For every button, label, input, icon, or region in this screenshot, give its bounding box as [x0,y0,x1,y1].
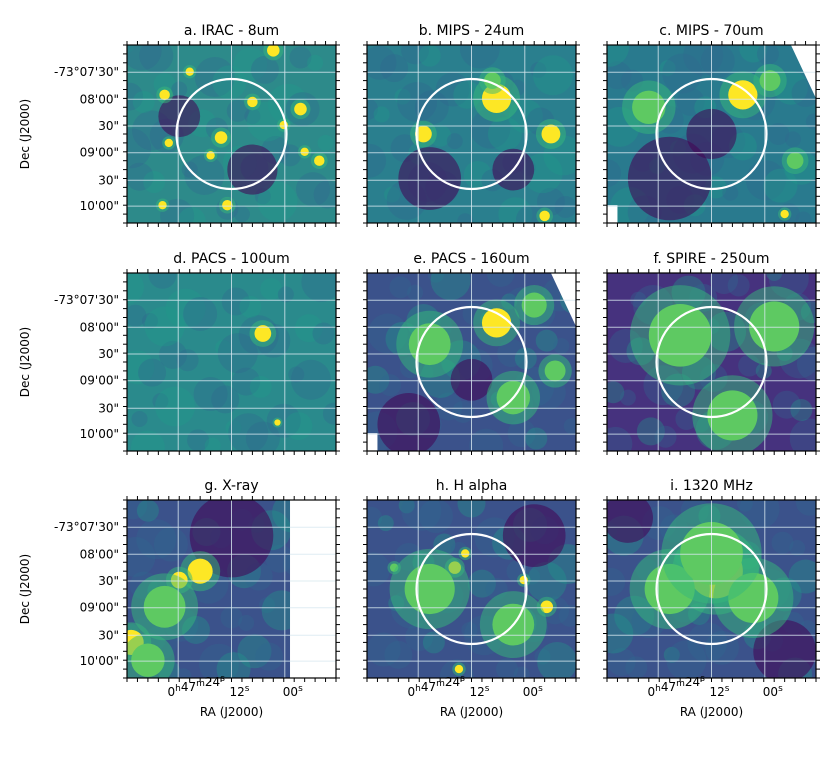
ra-tick-label: 0h47m24s [168,674,226,699]
dec-tick-label: 10'00" [80,427,119,441]
ra-tick-label: 0h47m24s [648,674,706,699]
region-circle [175,77,288,191]
panel-title: f. SPIRE - 250um [653,251,769,267]
dec-tick-label: 08'00" [80,92,119,106]
image-map [367,45,576,223]
x-axis-label: RA (J2000) [200,705,263,719]
image-map [607,45,816,223]
dec-tick-label: -73°07'30" [54,520,119,534]
region-circle [655,305,768,419]
region-circle [415,532,528,646]
panel-title: e. PACS - 160um [413,251,529,267]
y-axis-label: Dec (J2000) [18,327,32,397]
dec-tick-label: 30" [98,119,119,133]
panel-title: a. IRAC - 8um [184,23,279,39]
region-circle [415,77,528,191]
ra-tick-label: 12s [230,684,250,699]
dec-tick-label: 30" [98,628,119,642]
panel-7: g. X-ray -73°07'30" 08'00" 30" 09'00" 30" 10'0… [18,478,340,719]
dec-tick-label: 09'00" [80,146,119,160]
panel-title: i. 1320 MHz [670,478,753,494]
panel-2: b. MIPS - 24um [363,23,580,227]
dec-tick-label: 30" [98,574,119,588]
dec-tick-label: 30" [98,347,119,361]
x-axis-label: RA (J2000) [680,705,743,719]
y-axis-label: Dec (J2000) [18,554,32,624]
panel-3: c. MIPS - 70um [603,23,820,227]
panel-5: e. PACS - 160um [363,251,580,455]
image-map [127,45,336,223]
dec-tick-label: 30" [98,401,119,415]
panel-title: b. MIPS - 24um [419,23,525,39]
region-circle [415,305,528,419]
x-axis-label: RA (J2000) [440,705,503,719]
panel-6: f. SPIRE - 250um [603,251,820,455]
panel-title: g. X-ray [204,478,258,494]
panel-4: d. PACS - 100um -73°07'30" 08'00" 30" 09'00"… [18,251,340,455]
region-circle [655,532,768,646]
ra-tick-label: 12s [710,684,730,699]
panel-9: i. 1320 MHz 0h47m24s 12s 00s RA (J2000) [603,478,820,719]
image-map [367,273,576,451]
ra-tick-label: 00s [763,684,783,699]
ra-tick-label: 00s [523,684,543,699]
panel-title: d. PACS - 100um [173,251,290,267]
panel-title: c. MIPS - 70um [659,23,763,39]
dec-tick-label: 09'00" [80,601,119,615]
dec-tick-label: -73°07'30" [54,293,119,307]
ra-tick-label: 00s [283,684,303,699]
ra-tick-label: 0h47m24s [408,674,466,699]
dec-tick-label: 30" [98,173,119,187]
image-map [127,500,336,678]
y-axis-label: Dec (J2000) [18,99,32,169]
region-circle [655,77,768,191]
panel-8: h. H alpha 0h47m24s 12s 00s RA (J2000) [363,478,580,719]
dec-tick-label: 10'00" [80,199,119,213]
dec-tick-label: -73°07'30" [54,65,119,79]
panel-1: a. IRAC - 8um -73°07'30" 08'00" 30" 09'00" 30… [18,23,340,227]
ra-tick-label: 12s [470,684,490,699]
dec-tick-label: 09'00" [80,374,119,388]
dec-tick-label: 08'00" [80,320,119,334]
image-map [607,273,816,451]
panel-title: h. H alpha [436,478,508,494]
dec-tick-label: 08'00" [80,547,119,561]
dec-tick-label: 10'00" [80,654,119,668]
